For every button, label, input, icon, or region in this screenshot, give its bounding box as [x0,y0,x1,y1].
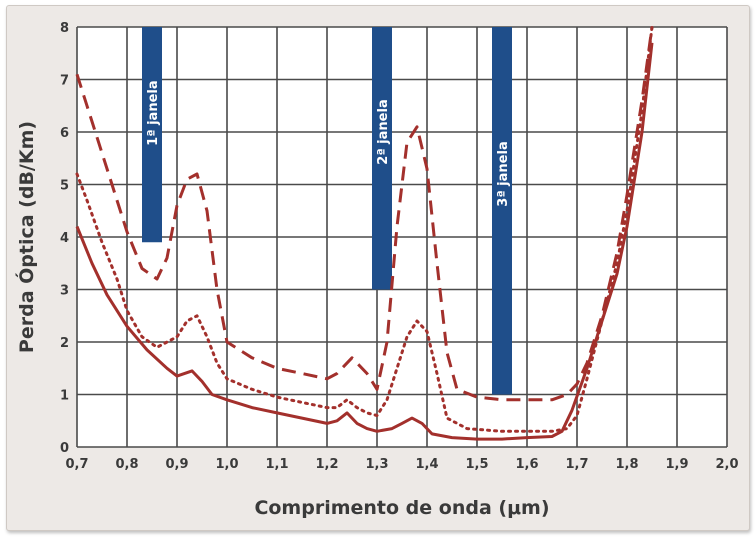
x-tick-label: 1,9 [665,457,688,472]
x-tick-label: 1,2 [315,457,338,472]
x-tick-label: 1,3 [365,457,388,472]
loss-curves [75,25,654,441]
series-line-dashed [75,26,654,402]
y-tick-label: 2 [60,336,69,351]
y-tick-label: 1 [60,389,69,404]
series-line-dotted [75,25,654,433]
x-tick-label: 0,9 [165,457,188,472]
y-tick-label: 7 [60,74,69,89]
y-axis-title: Perda Óptica (dB/Km) [14,121,38,353]
y-tick-label: 6 [60,126,69,141]
y-tick-label: 0 [60,441,69,456]
x-tick-label: 0,7 [65,457,88,472]
window-band-1 [142,27,162,243]
window-band-2 [372,27,392,290]
attenuation-chart: 1ª janela 2ª janela 3ª janela 0,7 0,8 0,9 1,0… [14,21,739,519]
x-tick-label: 1,8 [615,457,638,472]
x-tick-label: 1,1 [265,457,288,472]
y-tick-label: 8 [60,21,69,36]
x-tick-label: 1,7 [565,457,588,472]
x-tick-label: 2,0 [715,457,738,472]
x-tick-label: 1,6 [515,457,538,472]
x-axis-title: Comprimento de onda (μm) [254,497,549,519]
wavelength-windows: 1ª janela 2ª janela 3ª janela [142,27,512,395]
y-tick-label: 4 [60,231,69,246]
window-band-3 [492,27,512,395]
x-tick-label: 0,8 [115,457,138,472]
window-label-3: 3ª janela [496,141,511,206]
tick-labels: 0,7 0,8 0,9 1,0 1,1 1,2 1,3 1,4 1,5 1,6 1,7 1,8 1,9 2… [60,21,739,472]
x-tick-label: 1,0 [215,457,238,472]
x-tick-label: 1,4 [415,457,438,472]
y-tick-label: 5 [60,179,69,194]
x-tick-label: 1,5 [465,457,488,472]
chart-frame: 1ª janela 2ª janela 3ª janela 0,7 0,8 0,9 1,0… [6,5,750,531]
y-tick-label: 3 [60,284,69,299]
window-label-1: 1ª janela [146,80,161,145]
window-label-2: 2ª janela [376,99,391,164]
series-line-solid [75,42,654,441]
